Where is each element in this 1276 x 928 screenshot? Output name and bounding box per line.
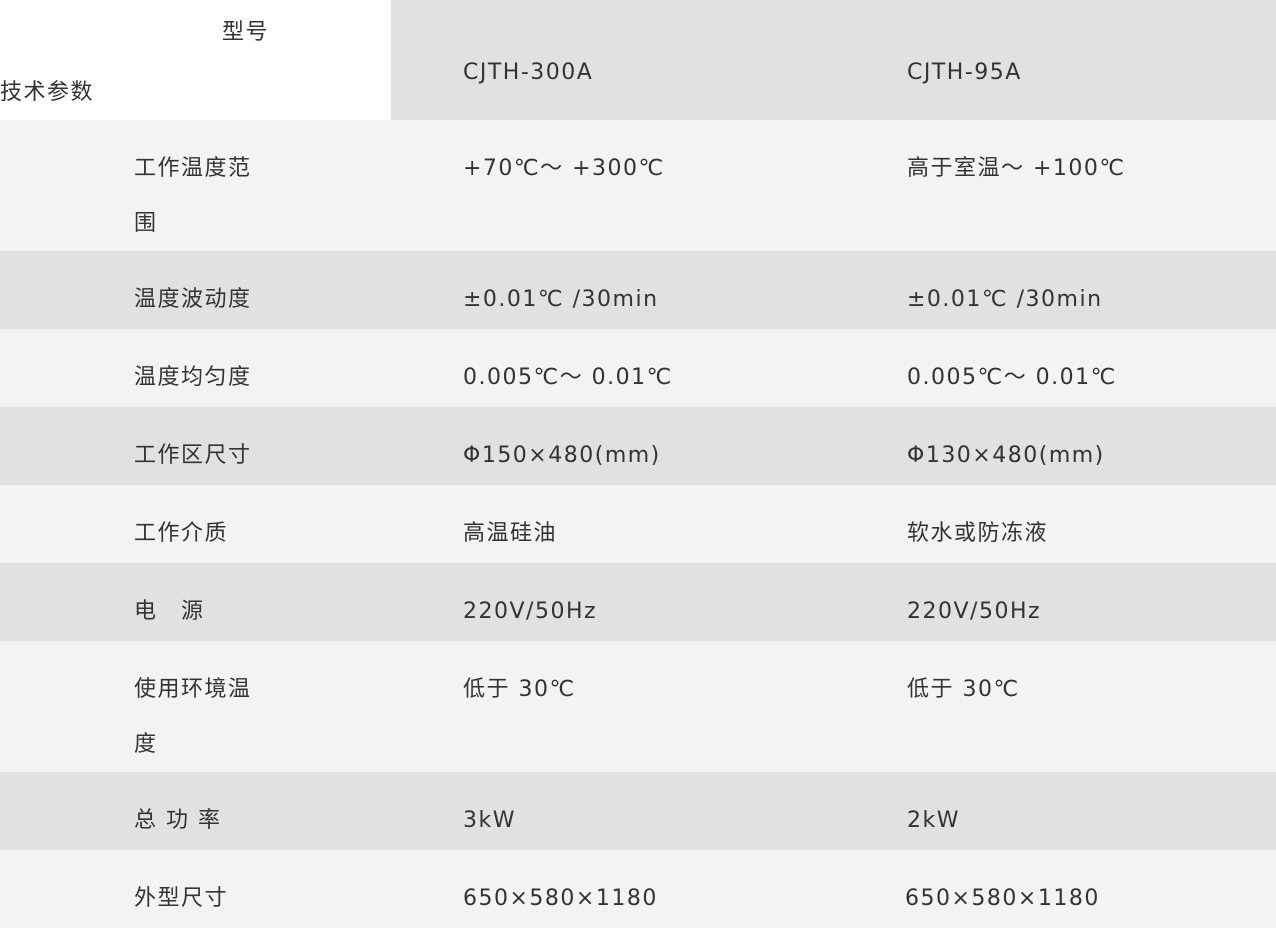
table-header: 型号 技术参数 CJTH-300A CJTH-95A: [0, 0, 1276, 120]
row-label: 温度均匀度: [134, 365, 252, 390]
cell-value: 高于室温～ +100℃: [907, 156, 1126, 181]
cell-value: +70℃～ +300℃: [463, 156, 665, 181]
cell-value: 高温硅油: [463, 521, 558, 546]
row-label: 工作温度范围: [134, 156, 252, 236]
param-header-label: 技术参数: [0, 80, 95, 105]
cell-value: ±0.01℃ /30min: [463, 287, 659, 312]
cell-value: 220V/50Hz: [907, 599, 1042, 624]
model-header-label: 型号: [222, 20, 270, 45]
header-corner-cell: 型号 技术参数: [0, 0, 391, 120]
table-row: 工作区尺寸 Φ150×480(mm) Φ130×480(mm): [0, 407, 1276, 485]
cell-value: 低于 30℃: [463, 677, 576, 702]
table-row: 温度均匀度 0.005℃～ 0.01℃ 0.005℃～ 0.01℃: [0, 329, 1276, 407]
cell-value: Φ150×480(mm): [463, 443, 661, 468]
cell-value: 软水或防冻液: [907, 521, 1049, 546]
table-row: 工作温度范围 +70℃～ +300℃ 高于室温～ +100℃: [0, 120, 1276, 251]
cell-value: Φ130×480(mm): [907, 443, 1105, 468]
row-label: 温度波动度: [134, 287, 252, 312]
cell-value: 0.005℃～ 0.01℃: [907, 365, 1117, 390]
table-row: 电 源 220V/50Hz 220V/50Hz: [0, 563, 1276, 641]
model-columns-header: CJTH-300A CJTH-95A: [391, 0, 1276, 120]
cell-value: ±0.01℃ /30min: [907, 287, 1103, 312]
row-label: 外型尺寸: [134, 886, 229, 911]
model-name-1: CJTH-300A: [463, 60, 594, 85]
cell-value: 220V/50Hz: [463, 599, 598, 624]
cell-value: 650×580×1180: [905, 886, 1100, 911]
table-row: 外型尺寸 650×580×1180 650×580×1180: [0, 850, 1276, 928]
cell-value: 650×580×1180: [463, 886, 658, 911]
cell-value: 0.005℃～ 0.01℃: [463, 365, 673, 390]
table-row: 温度波动度 ±0.01℃ /30min ±0.01℃ /30min: [0, 251, 1276, 329]
table-row: 使用环境温度 低于 30℃ 低于 30℃: [0, 641, 1276, 772]
row-label: 电 源: [134, 599, 205, 624]
table-row: 总 功 率 3kW 2kW: [0, 772, 1276, 850]
cell-value: 低于 30℃: [907, 677, 1020, 702]
model-name-2: CJTH-95A: [907, 60, 1022, 85]
row-label: 工作区尺寸: [134, 443, 252, 468]
cell-value: 2kW: [907, 808, 960, 833]
row-label: 使用环境温度: [134, 677, 252, 757]
row-label: 总 功 率: [134, 808, 222, 833]
cell-value: 3kW: [463, 808, 516, 833]
table-row: 工作介质 高温硅油 软水或防冻液: [0, 485, 1276, 563]
row-label: 工作介质: [134, 521, 229, 546]
